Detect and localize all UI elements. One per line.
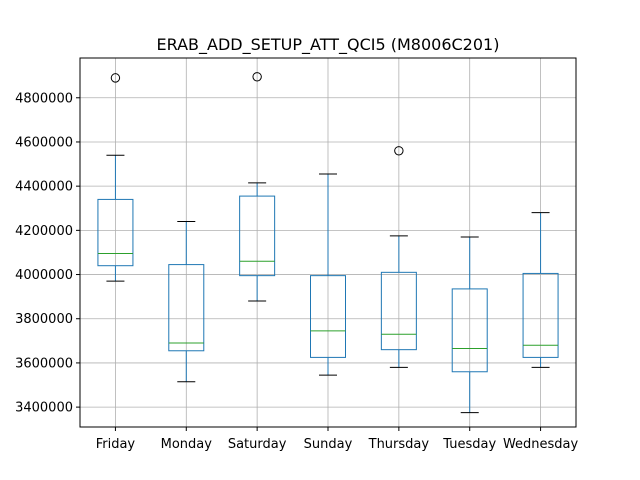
- x-tick-label: Friday: [96, 437, 136, 452]
- y-tick-label: 4800000: [15, 91, 73, 106]
- x-tick-label: Thursday: [368, 437, 430, 452]
- iqr-box: [97, 198, 134, 267]
- y-tick-label: 4000000: [15, 268, 73, 283]
- y-tick-label: 3800000: [15, 312, 73, 327]
- y-tick-label: 4200000: [15, 224, 73, 239]
- y-tick-label: 4400000: [15, 180, 73, 195]
- box-monday: [168, 221, 205, 383]
- iqr-box: [239, 195, 276, 277]
- outlier-point: [110, 73, 121, 83]
- iqr-box: [310, 275, 346, 358]
- box-thursday: [380, 146, 417, 368]
- box-friday: [97, 73, 134, 282]
- box-sunday: [310, 173, 346, 376]
- box-wednesday: [522, 212, 559, 368]
- axis-layer: 3400000 3600000 3800000 4000000 4200000 44000…: [15, 57, 579, 452]
- x-tick-label: Wednesday: [503, 437, 579, 452]
- box-layer: [97, 72, 559, 414]
- iqr-box: [522, 272, 559, 358]
- y-tick-label: 3600000: [15, 356, 73, 371]
- y-tick-label: 4600000: [15, 135, 73, 150]
- iqr-box: [168, 264, 205, 352]
- chart-title: ERAB_ADD_SETUP_ATT_QCI5 (M8006C201): [157, 35, 500, 55]
- iqr-box: [451, 288, 488, 373]
- x-tick-label: Monday: [161, 437, 213, 452]
- outlier-point: [252, 72, 262, 82]
- box-tuesday: [451, 236, 488, 414]
- y-tick-label: 3400000: [15, 401, 73, 416]
- box-saturday: [239, 72, 276, 302]
- iqr-box: [380, 271, 417, 351]
- outlier-point: [394, 146, 404, 156]
- x-tick-label: Saturday: [228, 437, 287, 452]
- x-tick-label: Sunday: [304, 437, 353, 452]
- x-tick-label: Tuesday: [442, 437, 496, 452]
